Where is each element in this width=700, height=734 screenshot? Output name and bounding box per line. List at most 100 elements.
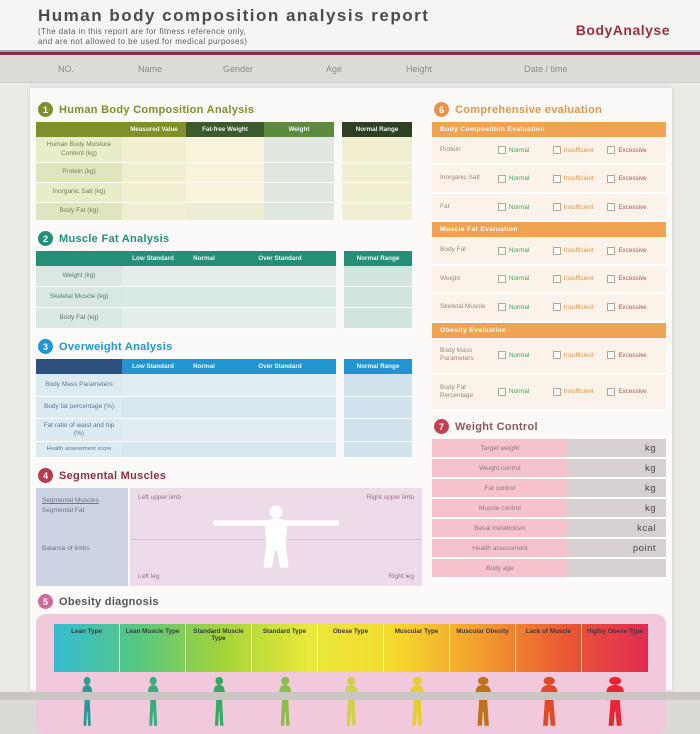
section3-header: 3 Overweight Analysis — [38, 339, 422, 354]
col-normal-range: Normal Range — [344, 359, 412, 374]
report-header: Human body composition analysis report (… — [0, 0, 700, 50]
body-type-silhouette-icon — [186, 674, 252, 728]
divider-red — [0, 52, 700, 55]
col-fat-free-weight: Fat-free Weight — [186, 122, 264, 137]
section4-header: 4 Segmental Muscles — [38, 468, 422, 483]
section3-number: 3 — [38, 339, 53, 354]
col-normal-range: Normal Range — [342, 122, 412, 137]
checkbox-normal[interactable] — [498, 146, 506, 155]
checkbox-excessive[interactable] — [607, 174, 616, 183]
row-label: Inorganic Salt (kg) — [36, 183, 122, 203]
section6-header: 6 Comprehensive evaluation — [434, 102, 666, 117]
checkbox-normal[interactable] — [498, 174, 506, 183]
section5-number: 5 — [38, 594, 53, 609]
segmental-side-labels: Segmental Muscles Segmental Fat Balance … — [36, 488, 128, 586]
checkbox-normal[interactable] — [498, 203, 506, 212]
checkbox-normal[interactable] — [498, 274, 506, 283]
label-right-leg: Right leg — [388, 573, 414, 580]
checkbox-excessive[interactable] — [607, 351, 616, 360]
overweight-table: Low Standard Normal Over Standard Normal… — [36, 359, 422, 458]
body-silhouette-icon — [211, 492, 341, 582]
checkbox-excessive[interactable] — [607, 303, 616, 312]
section5-title: Obesity diagnosis — [59, 595, 159, 608]
obesity-diagnosis-panel: Lean Type Lean Muscle Type Standard Musc… — [36, 614, 666, 734]
checkbox-normal[interactable] — [498, 387, 506, 396]
field-gender: Gender — [223, 63, 254, 74]
body-composition-table: Measured Value Fat-free Weight Weight No… — [36, 122, 422, 221]
checkbox-normal[interactable] — [498, 303, 506, 312]
checkbox-normal[interactable] — [498, 246, 506, 255]
body-type-silhouette-icon — [450, 674, 516, 728]
obesity-type-cell: Lean Type — [54, 624, 120, 672]
table-row: Muscle control kg — [432, 499, 666, 520]
table-row: Target weight kg — [432, 439, 666, 460]
body-type-silhouette-icon — [384, 674, 450, 728]
table-row: Health assessment point — [432, 539, 666, 560]
page-title: Human body composition analysis report — [38, 6, 430, 25]
checkbox-excessive[interactable] — [607, 246, 616, 255]
disclaimer: (The data in this report are for fitness… — [38, 27, 248, 46]
obesity-type-cell: Lack of Muscle — [516, 624, 582, 672]
table-row: Body age — [432, 559, 666, 580]
row-label: Body Mass Parameters — [36, 374, 122, 397]
body-type-silhouette-icon — [516, 674, 582, 728]
checkbox-insufficient[interactable] — [552, 303, 561, 312]
checkbox-excessive[interactable] — [607, 274, 616, 283]
obesity-figures — [54, 674, 648, 728]
row-label: Body Fat (kg) — [36, 308, 122, 329]
obesity-type-cell: Muscular Obesity — [450, 624, 516, 672]
col-measured-value: Measured Value — [122, 122, 186, 137]
field-height: Height — [406, 63, 433, 74]
field-age: Age — [326, 63, 343, 74]
checkbox-excessive[interactable] — [607, 387, 616, 396]
checkbox-insufficient[interactable] — [552, 174, 561, 183]
checkbox-insufficient[interactable] — [552, 351, 561, 360]
section4-number: 4 — [38, 468, 53, 483]
section6-title: Comprehensive evaluation — [455, 103, 603, 116]
eval-group-title: Obesity Evaluation — [432, 322, 666, 338]
value-cell — [122, 137, 186, 163]
checkbox-insufficient[interactable] — [552, 274, 561, 283]
obesity-type-cell: Obese Type — [318, 624, 384, 672]
checkbox-insufficient[interactable] — [552, 246, 561, 255]
table-row: Weight control kg — [432, 459, 666, 480]
checkbox-normal[interactable] — [498, 351, 506, 360]
checkbox-excessive[interactable] — [607, 146, 616, 155]
section1-header: 1 Human Body Composition Analysis — [38, 102, 422, 117]
row-label: Body Fat (kg) — [36, 203, 122, 221]
obesity-type-cell: Lean Muscle Type — [120, 624, 186, 672]
checkbox-excessive[interactable] — [607, 203, 616, 212]
obesity-scale-bar: Lean Type Lean Muscle Type Standard Musc… — [54, 624, 648, 672]
eval-row: Body Mass Parameters Normal Insufficient… — [432, 338, 666, 375]
eval-row: Weight Normal Insufficient Excessive — [432, 266, 666, 295]
label-left-upper-limb: Left upper limb — [138, 494, 181, 501]
table-row: Basal metabolism kcal — [432, 519, 666, 540]
segmental-muscles-panel: Segmental Muscles Segmental Fat Balance … — [36, 488, 422, 586]
eval-row: Body Fat Percentage Normal Insufficient … — [432, 375, 666, 412]
row-label: Body fat percentage (%) — [36, 397, 122, 419]
checkbox-insufficient[interactable] — [552, 387, 561, 396]
section7-header: 7 Weight Control — [434, 419, 666, 435]
row-label: Skeletal Muscle (kg) — [36, 287, 122, 308]
muscle-fat-table: Low Standard Normal Over Standard Normal… — [36, 251, 422, 329]
section3-title: Overweight Analysis — [59, 340, 173, 353]
col-normal-range: Normal Range — [344, 251, 412, 266]
segmental-body-diagram: Left upper limb Right upper limb Left le… — [130, 488, 422, 586]
eval-row: Skeletal Muscle Normal Insufficient Exce… — [432, 294, 666, 323]
comprehensive-evaluation-panel: Body Composition Evaluation Protein Norm… — [432, 122, 666, 412]
section2-header: 2 Muscle Fat Analysis — [38, 231, 422, 246]
patient-fields: NO. Name Gender Age Height Date / time — [0, 55, 700, 83]
checkbox-insufficient[interactable] — [552, 146, 561, 155]
field-datetime: Date / time — [524, 63, 568, 74]
row-label: Fat ratio of waist and hip (%) — [36, 419, 122, 442]
field-name: Name — [138, 63, 163, 74]
checkbox-insufficient[interactable] — [552, 203, 561, 212]
col-low-standard: Low Standard — [122, 251, 184, 266]
brand-logo: BodyAnalyse — [575, 22, 670, 38]
table-row: Fat control kg — [432, 479, 666, 500]
col-over-standard: Over Standard — [224, 251, 336, 266]
row-label: Human Body Moisture Content (kg) — [36, 137, 122, 163]
obesity-type-cell: Highly Obese Type — [586, 628, 644, 635]
col-normal: Normal — [184, 251, 224, 266]
